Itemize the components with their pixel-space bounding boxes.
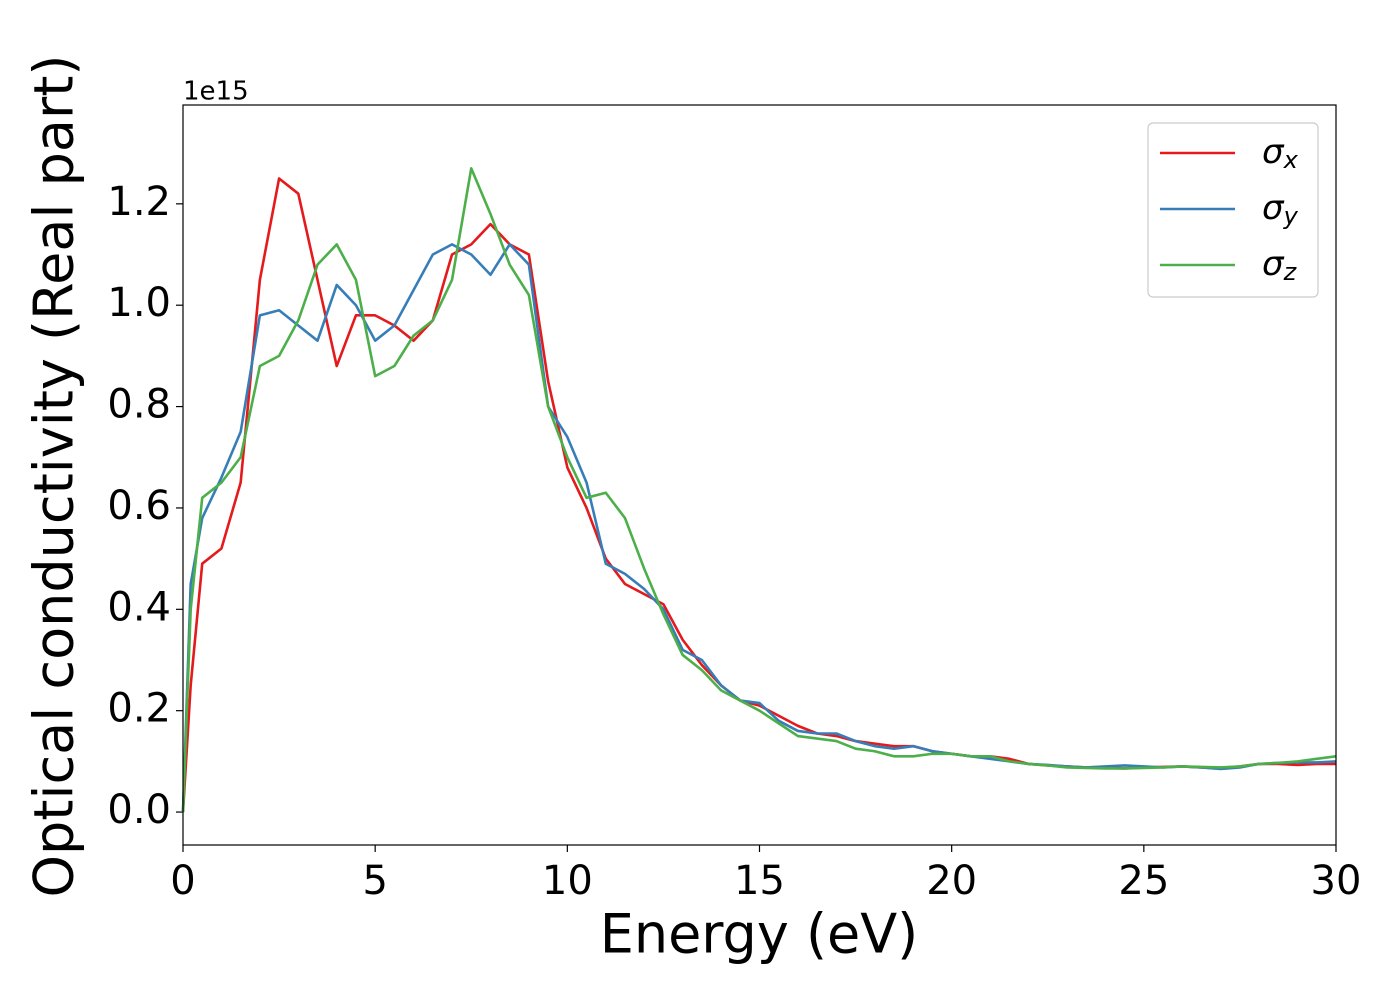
y-tick-label: 1.2 — [107, 179, 171, 225]
legend-label: σx — [1262, 132, 1299, 175]
y-tick-label: 0.8 — [107, 382, 171, 428]
series-line — [181, 243, 1337, 813]
y-tick-label: 0.6 — [107, 483, 171, 529]
plot-frame — [182, 104, 1337, 846]
y-tick-label: 1.0 — [107, 280, 171, 326]
x-tick-label: 10 — [542, 858, 593, 904]
x-tick-label: 20 — [926, 858, 977, 904]
x-tick-label: 30 — [1311, 858, 1362, 904]
x-tick-label: 25 — [1118, 858, 1169, 904]
y-tick-label: 0.0 — [107, 787, 171, 833]
legend-label: σy — [1262, 188, 1299, 231]
offset-label: 1e15 — [183, 77, 249, 107]
series-line — [181, 167, 1337, 813]
x-tick-label: 5 — [362, 858, 387, 904]
x-tick-label: 15 — [734, 858, 785, 904]
x-axis-label: Energy (eV) — [600, 903, 919, 966]
x-tick-label: 0 — [170, 858, 195, 904]
y-tick-label: 0.4 — [107, 584, 171, 630]
legend-label: σz — [1262, 244, 1298, 287]
y-axis-label: Optical conductivity (Real part) — [23, 55, 86, 898]
y-tick-label: 0.2 — [107, 686, 171, 732]
